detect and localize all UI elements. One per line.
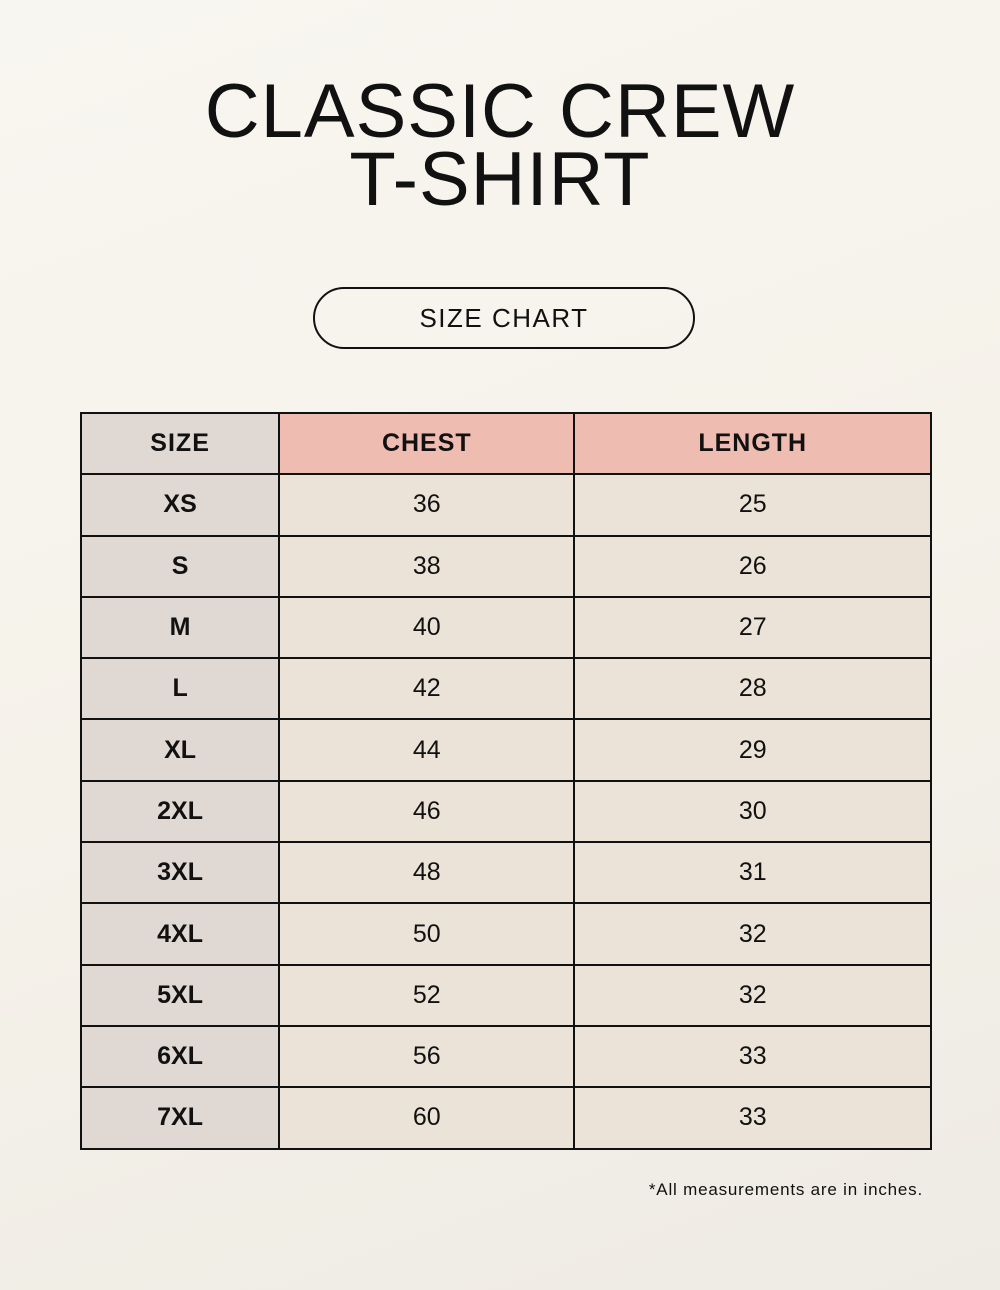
cell-size: 3XL bbox=[79, 841, 281, 905]
page-title: CLASSIC CREW T-SHIRT bbox=[0, 69, 1000, 222]
cell-size: 4XL bbox=[79, 902, 281, 966]
header-chest: CHEST bbox=[278, 411, 576, 476]
size-chart-label: SIZE CHART bbox=[313, 287, 695, 349]
header-size: SIZE bbox=[79, 411, 281, 476]
cell-size: XS bbox=[79, 473, 281, 537]
cell-chest: 60 bbox=[278, 1086, 576, 1150]
cell-chest: 56 bbox=[278, 1024, 576, 1089]
cell-chest: 46 bbox=[278, 779, 576, 844]
cell-chest: 50 bbox=[278, 902, 576, 966]
cell-chest: 38 bbox=[278, 534, 576, 598]
table-row: 3XL 48 31 bbox=[79, 841, 932, 905]
cell-chest: 48 bbox=[278, 841, 576, 905]
cell-length: 33 bbox=[573, 1086, 932, 1150]
table-row: 2XL 46 30 bbox=[79, 779, 932, 844]
cell-length: 26 bbox=[573, 534, 932, 598]
cell-length: 33 bbox=[573, 1024, 932, 1089]
cell-length: 27 bbox=[573, 595, 932, 660]
cell-length: 29 bbox=[573, 718, 932, 782]
cell-chest: 42 bbox=[278, 657, 576, 721]
cell-size: S bbox=[79, 534, 281, 598]
table-row: 5XL 52 32 bbox=[79, 963, 932, 1027]
cell-chest: 40 bbox=[278, 595, 576, 660]
cell-length: 25 bbox=[573, 473, 932, 537]
cell-length: 28 bbox=[573, 657, 932, 721]
cell-chest: 52 bbox=[278, 963, 576, 1027]
table-row: 6XL 56 33 bbox=[79, 1024, 932, 1089]
cell-size: 7XL bbox=[79, 1086, 281, 1150]
cell-length: 32 bbox=[573, 902, 932, 966]
cell-length: 30 bbox=[573, 779, 932, 844]
cell-chest: 36 bbox=[278, 473, 576, 537]
header-length: LENGTH bbox=[573, 411, 932, 476]
cell-size: 6XL bbox=[79, 1024, 281, 1089]
table-row: L 42 28 bbox=[79, 657, 932, 721]
table-header-row: SIZE CHEST LENGTH bbox=[79, 411, 932, 476]
size-table: SIZE CHEST LENGTH XS 36 25 S 38 26 M 40 27 L 42 28 X… bbox=[79, 411, 932, 1150]
table-row: 7XL 60 33 bbox=[79, 1086, 932, 1150]
table-row: M 40 27 bbox=[79, 595, 932, 660]
title-line-1: CLASSIC CREW bbox=[204, 69, 796, 154]
cell-length: 31 bbox=[573, 841, 932, 905]
cell-size: L bbox=[79, 657, 281, 721]
title-line-2: T-SHIRT bbox=[349, 137, 651, 222]
cell-length: 32 bbox=[573, 963, 932, 1027]
table-row: S 38 26 bbox=[79, 534, 932, 598]
cell-size: 5XL bbox=[79, 963, 281, 1027]
table-row: XS 36 25 bbox=[79, 473, 932, 537]
cell-size: 2XL bbox=[79, 779, 281, 844]
cell-chest: 44 bbox=[278, 718, 576, 782]
cell-size: M bbox=[79, 595, 281, 660]
cell-size: XL bbox=[79, 718, 281, 782]
footnote: *All measurements are in inches. bbox=[648, 1180, 923, 1199]
table-row: 4XL 50 32 bbox=[79, 902, 932, 966]
table-row: XL 44 29 bbox=[79, 718, 932, 782]
